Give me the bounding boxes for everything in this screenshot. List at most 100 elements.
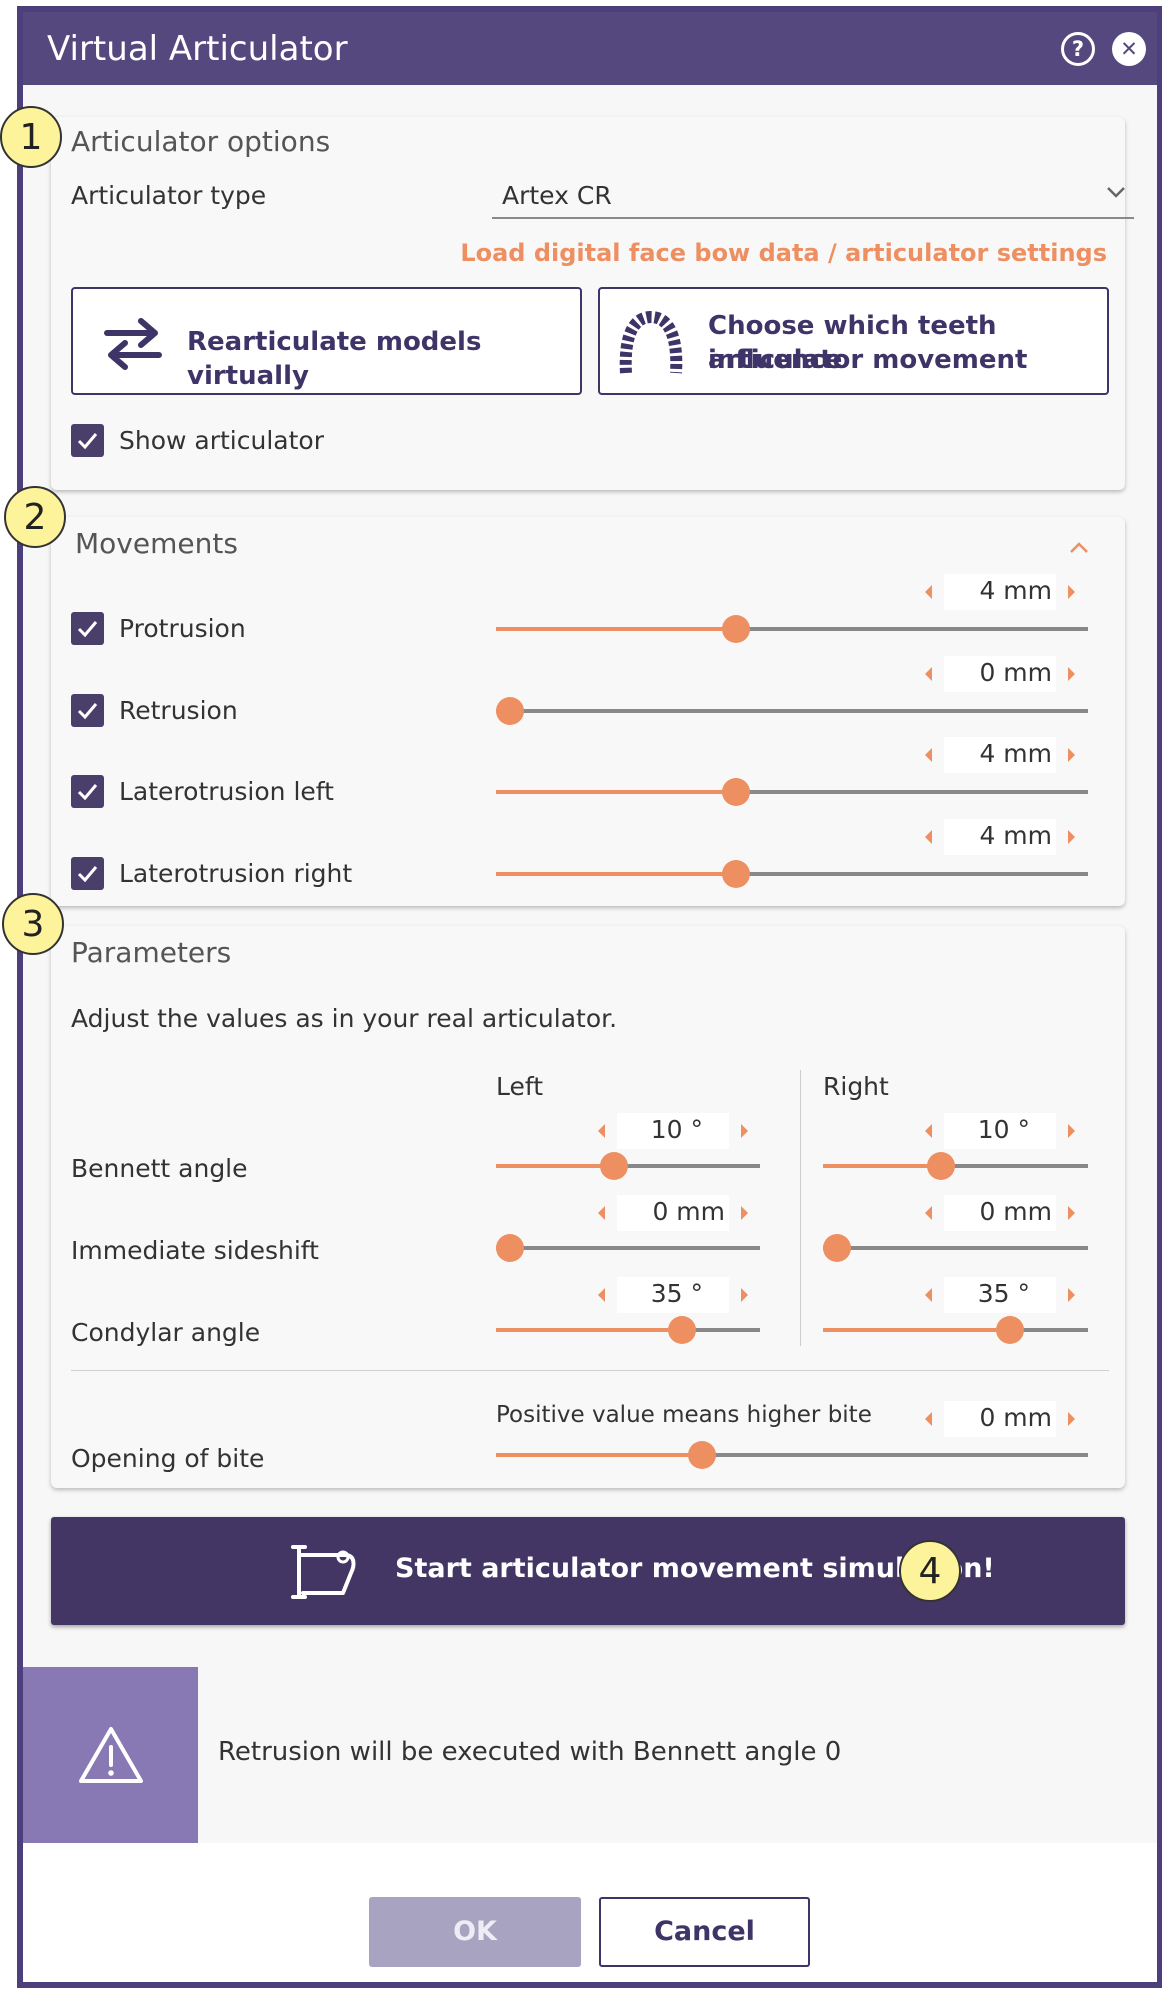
parameters-title: Parameters	[71, 936, 232, 969]
laterotrusion-left-slider[interactable]	[496, 778, 1088, 806]
choose-teeth-button[interactable]: Choose which teeth influence articulator…	[598, 287, 1109, 395]
slider-thumb[interactable]	[599, 1152, 628, 1180]
condylar-right-spinner[interactable]: 35 °	[925, 1277, 1075, 1313]
cancel-button[interactable]: Cancel	[599, 1897, 810, 1967]
increment-arrow-icon[interactable]	[1068, 748, 1075, 762]
laterotrusion-right-spinner[interactable]: 4 mm	[925, 819, 1075, 855]
retrusion-spinner[interactable]: 0 mm	[925, 656, 1075, 692]
slider-thumb[interactable]	[687, 1441, 716, 1469]
bennett-left-spinner[interactable]: 10 °	[598, 1113, 748, 1149]
condylar-left-slider[interactable]	[496, 1316, 760, 1344]
chevron-up-icon[interactable]	[1069, 541, 1089, 555]
slider-thumb[interactable]	[823, 1234, 851, 1262]
slider-thumb[interactable]	[927, 1152, 956, 1180]
sideshift-right-slider[interactable]	[823, 1234, 1088, 1262]
increment-arrow-icon[interactable]	[741, 1124, 748, 1138]
condylar-right-slider[interactable]	[823, 1316, 1088, 1344]
retrusion-value-box[interactable]: 0 mm	[944, 656, 1056, 692]
increment-arrow-icon[interactable]	[741, 1206, 748, 1220]
callout-marker-2: 2	[4, 486, 66, 548]
slider-fill	[496, 1328, 683, 1332]
articulator-type-dropdown[interactable]: Artex CR	[492, 175, 1134, 219]
dialog-body: Articulator options Articulator type Art…	[23, 85, 1157, 1982]
bennett-right-slider[interactable]	[823, 1152, 1088, 1180]
increment-arrow-icon[interactable]	[1068, 585, 1075, 599]
slider-thumb[interactable]	[721, 860, 750, 888]
sideshift-left-spinner[interactable]: 0 mm	[598, 1195, 748, 1231]
rearticulate-button[interactable]: Rearticulate models virtually	[71, 287, 582, 395]
decrement-arrow-icon[interactable]	[925, 830, 932, 844]
slider-thumb[interactable]	[668, 1316, 697, 1344]
warning-icon-area	[23, 1667, 198, 1843]
slider-thumb[interactable]	[496, 1234, 524, 1262]
laterotrusion-left-spinner[interactable]: 4 mm	[925, 737, 1075, 773]
decrement-arrow-icon[interactable]	[925, 1124, 932, 1138]
retrusion-checkbox[interactable]	[71, 694, 104, 727]
decrement-arrow-icon[interactable]	[925, 1206, 932, 1220]
condylar-left-value: 35 °	[650, 1279, 703, 1308]
ok-button[interactable]: OK	[369, 1897, 581, 1967]
laterotrusion-left-checkbox[interactable]	[71, 775, 104, 808]
increment-arrow-icon[interactable]	[1068, 1124, 1075, 1138]
slider-thumb[interactable]	[721, 778, 750, 806]
increment-arrow-icon[interactable]	[1068, 667, 1075, 681]
sideshift-left-value-box[interactable]: 0 mm	[617, 1195, 729, 1231]
laterotrusion-left-value-box[interactable]: 4 mm	[944, 737, 1056, 773]
slider-thumb[interactable]	[721, 615, 750, 643]
show-articulator-checkbox[interactable]	[71, 424, 104, 457]
decrement-arrow-icon[interactable]	[598, 1124, 605, 1138]
bite-value-box[interactable]: 0 mm	[944, 1401, 1056, 1437]
retrusion-label: Retrusion	[119, 696, 238, 725]
condylar-left-value-box[interactable]: 35 °	[617, 1277, 729, 1313]
laterotrusion-left-value: 4 mm	[979, 739, 1052, 768]
increment-arrow-icon[interactable]	[1068, 830, 1075, 844]
retrusion-slider[interactable]	[496, 697, 1088, 725]
start-simulation-button[interactable]: Start articulator movement simulation!	[51, 1517, 1125, 1625]
laterotrusion-right-slider[interactable]	[496, 860, 1088, 888]
help-icon[interactable]: ?	[1061, 32, 1095, 66]
sideshift-right-value-box[interactable]: 0 mm	[944, 1195, 1056, 1231]
laterotrusion-right-checkbox[interactable]	[71, 857, 104, 890]
increment-arrow-icon[interactable]	[1068, 1412, 1075, 1426]
bennett-left-slider[interactable]	[496, 1152, 760, 1180]
bennett-angle-label: Bennett angle	[71, 1154, 248, 1183]
decrement-arrow-icon[interactable]	[925, 748, 932, 762]
condylar-right-value-box[interactable]: 35 °	[944, 1277, 1056, 1313]
load-face-bow-link[interactable]: Load digital face bow data / articulator…	[460, 239, 1107, 267]
decrement-arrow-icon[interactable]	[925, 585, 932, 599]
bennett-right-value-box[interactable]: 10 °	[944, 1113, 1056, 1149]
decrement-arrow-icon[interactable]	[598, 1288, 605, 1302]
increment-arrow-icon[interactable]	[1068, 1206, 1075, 1220]
sideshift-right-spinner[interactable]: 0 mm	[925, 1195, 1075, 1231]
slider-thumb[interactable]	[996, 1316, 1024, 1344]
left-column-header: Left	[496, 1072, 544, 1101]
show-articulator-label: Show articulator	[119, 426, 324, 455]
decrement-arrow-icon[interactable]	[925, 1412, 932, 1426]
window-title: Virtual Articulator	[47, 29, 348, 69]
opening-of-bite-slider[interactable]	[496, 1441, 1088, 1469]
protrusion-value-box[interactable]: 4 mm	[944, 574, 1056, 610]
warning-message: Retrusion will be executed with Bennett …	[218, 1737, 842, 1767]
decrement-arrow-icon[interactable]	[598, 1206, 605, 1220]
laterotrusion-right-value-box[interactable]: 4 mm	[944, 819, 1056, 855]
slider-fill	[496, 1164, 614, 1168]
decrement-arrow-icon[interactable]	[925, 667, 932, 681]
parameters-divider	[71, 1370, 1109, 1371]
bennett-right-spinner[interactable]: 10 °	[925, 1113, 1075, 1149]
sideshift-left-slider[interactable]	[496, 1234, 760, 1262]
bennett-left-value: 10 °	[650, 1115, 703, 1144]
bennett-left-value-box[interactable]: 10 °	[617, 1113, 729, 1149]
protrusion-slider[interactable]	[496, 615, 1088, 643]
movements-title: Movements	[75, 527, 238, 560]
protrusion-spinner[interactable]: 4 mm	[925, 574, 1075, 610]
increment-arrow-icon[interactable]	[1068, 1288, 1075, 1302]
bite-spinner[interactable]: 0 mm	[925, 1401, 1075, 1437]
close-icon[interactable]: ✕	[1112, 32, 1146, 66]
title-bar: Virtual Articulator ? ✕	[23, 12, 1157, 85]
increment-arrow-icon[interactable]	[741, 1288, 748, 1302]
protrusion-checkbox[interactable]	[71, 612, 104, 645]
slider-thumb[interactable]	[496, 697, 524, 725]
condylar-left-spinner[interactable]: 35 °	[598, 1277, 748, 1313]
decrement-arrow-icon[interactable]	[925, 1288, 932, 1302]
checkmark-icon	[77, 703, 98, 720]
